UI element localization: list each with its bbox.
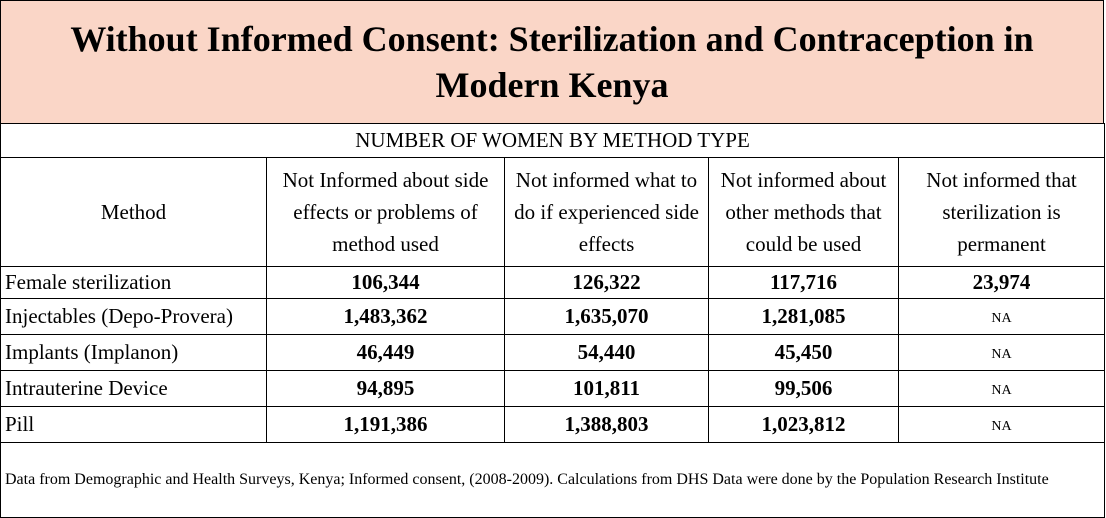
footnote: Data from Demographic and Health Surveys…	[0, 442, 1106, 518]
value-cell: 23,974	[897, 266, 1106, 299]
value-cell: 94,895	[266, 370, 505, 407]
header-other-methods: Not informed about other methods that co…	[708, 157, 899, 267]
page-title: Without Informed Consent: Sterilization …	[0, 0, 1104, 124]
value-cell: 1,281,085	[708, 298, 899, 335]
header-side-effects: Not Informed about side effects or probl…	[266, 157, 505, 267]
table-row: Female sterilization 106,344 126,322 117…	[0, 266, 1106, 299]
na-cell: NA	[897, 370, 1106, 407]
header-method: Method	[0, 157, 267, 267]
na-cell: NA	[897, 298, 1106, 335]
header-row: Method Not Informed about side effects o…	[0, 157, 1106, 267]
header-what-to-do: Not informed what to do if experienced s…	[504, 157, 709, 267]
method-cell: Female sterilization	[0, 266, 267, 299]
header-permanent: Not informed that sterilization is perma…	[897, 157, 1106, 267]
table-row: Intrauterine Device 94,895 101,811 99,50…	[0, 370, 1106, 407]
value-cell: 1,388,803	[504, 406, 709, 443]
table-row: Implants (Implanon) 46,449 54,440 45,450…	[0, 334, 1106, 371]
value-cell: 46,449	[266, 334, 505, 371]
table-row: Pill 1,191,386 1,388,803 1,023,812 NA	[0, 406, 1106, 443]
data-table: NUMBER OF WOMEN BY METHOD TYPE Method No…	[0, 123, 1106, 518]
value-cell: 99,506	[708, 370, 899, 407]
value-cell: 1,483,362	[266, 298, 505, 335]
value-cell: 1,191,386	[266, 406, 505, 443]
value-cell: 106,344	[266, 266, 505, 299]
value-cell: 1,635,070	[504, 298, 709, 335]
value-cell: 1,023,812	[708, 406, 899, 443]
method-cell: Injectables (Depo-Provera)	[0, 298, 267, 335]
value-cell: 101,811	[504, 370, 709, 407]
header-other-methods-text: Not informed about other methods that co…	[720, 168, 887, 256]
na-cell: NA	[897, 334, 1106, 371]
na-cell: NA	[897, 406, 1106, 443]
table-subtitle: NUMBER OF WOMEN BY METHOD TYPE	[0, 123, 1106, 158]
method-cell: Intrauterine Device	[0, 370, 267, 407]
value-cell: 126,322	[504, 266, 709, 299]
value-cell: 45,450	[708, 334, 899, 371]
table-row: Injectables (Depo-Provera) 1,483,362 1,6…	[0, 298, 1106, 335]
value-cell: 117,716	[708, 266, 899, 299]
method-cell: Implants (Implanon)	[0, 334, 267, 371]
value-cell: 54,440	[504, 334, 709, 371]
method-cell: Pill	[0, 406, 267, 443]
